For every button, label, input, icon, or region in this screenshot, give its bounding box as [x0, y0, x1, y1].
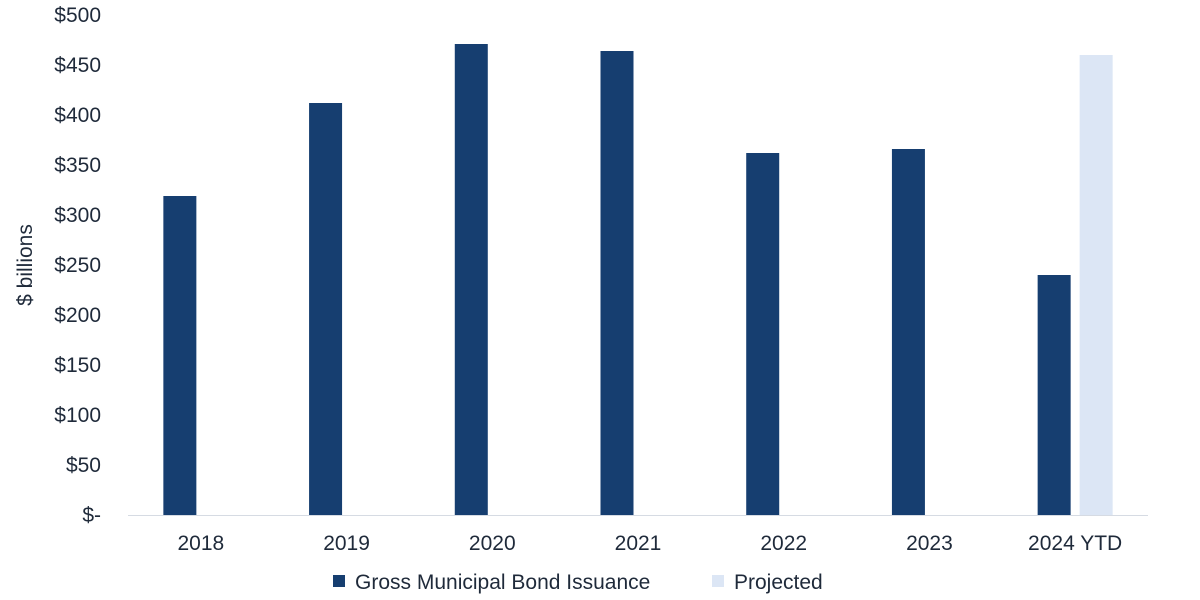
- x-tick-label: 2019: [323, 532, 370, 555]
- y-tick-label: $150: [54, 354, 101, 377]
- y-tick-label: $50: [66, 454, 101, 477]
- legend-swatch: [712, 575, 724, 587]
- legend-swatch: [333, 575, 345, 587]
- x-tick-label: 2024 YTD: [1028, 532, 1122, 555]
- y-axis: $- $50 $100 $150 $200 $250 $300 $350 $400 $450 $50…: [54, 4, 101, 527]
- x-tick-label: 2023: [906, 532, 953, 555]
- bar-issuance-2020: [454, 44, 488, 515]
- y-tick-label: $450: [54, 54, 101, 77]
- y-tick-label: $350: [54, 154, 101, 177]
- legend-label: Projected: [734, 571, 823, 594]
- y-tick-label: $200: [54, 304, 101, 327]
- bar-issuance-2019: [309, 103, 343, 515]
- legend-label: Gross Municipal Bond Issuance: [355, 571, 650, 594]
- y-tick-label: $500: [54, 4, 101, 27]
- y-axis-title: $ billions: [14, 224, 37, 306]
- x-axis: 2018 2019 2020 2021 2022 2023 2024 YTD: [177, 532, 1122, 555]
- y-tick-label: $-: [82, 504, 101, 527]
- y-tick-label: $100: [54, 404, 101, 427]
- bar-issuance-2023: [891, 149, 925, 515]
- bar-issuance-2022: [746, 153, 780, 515]
- bars: [163, 44, 1113, 515]
- bar-issuance-2018: [163, 196, 197, 515]
- legend: Gross Municipal Bond Issuance Projected: [333, 571, 823, 594]
- y-tick-label: $300: [54, 204, 101, 227]
- y-tick-label: $250: [54, 254, 101, 277]
- bar-projected-2024-ytd: [1079, 55, 1113, 515]
- x-tick-label: 2021: [615, 532, 662, 555]
- x-tick-label: 2018: [177, 532, 224, 555]
- x-tick-label: 2022: [760, 532, 807, 555]
- bar-issuance-2024-ytd: [1037, 275, 1071, 515]
- y-tick-label: $400: [54, 104, 101, 127]
- bar-issuance-2021: [600, 51, 634, 515]
- x-tick-label: 2020: [469, 532, 516, 555]
